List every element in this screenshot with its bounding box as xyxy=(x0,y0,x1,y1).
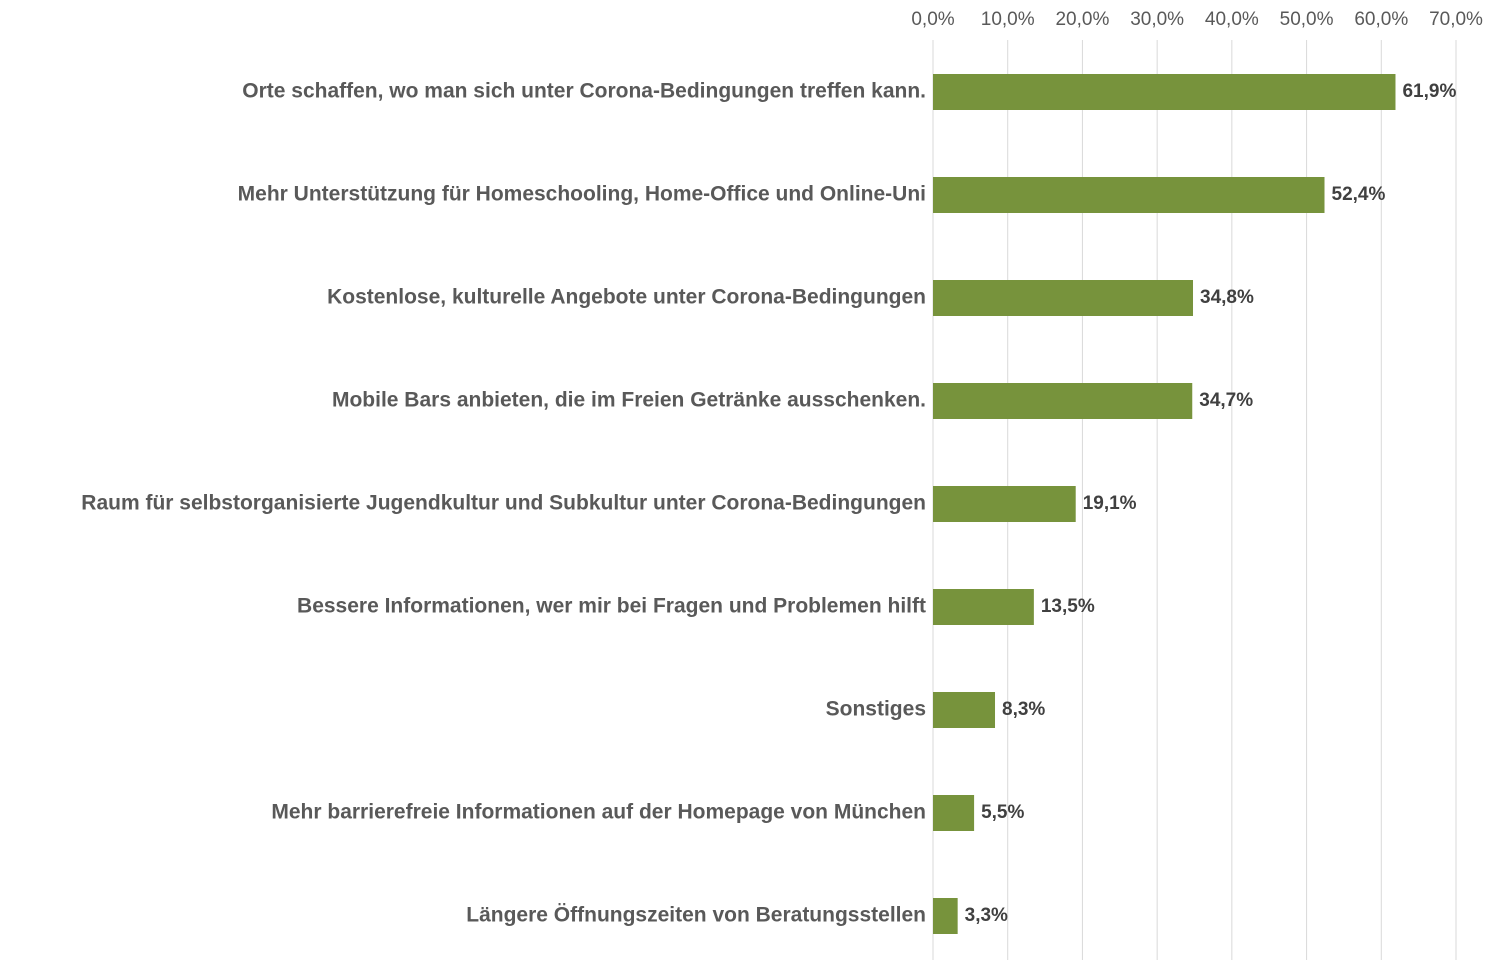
data-label: 5,5% xyxy=(981,802,1024,823)
x-tick-label: 10,0% xyxy=(981,9,1035,30)
bar xyxy=(933,898,958,934)
data-label: 34,8% xyxy=(1200,287,1254,308)
data-label: 3,3% xyxy=(965,905,1008,926)
category-label: Mobile Bars anbieten, die im Freien Getr… xyxy=(332,389,926,412)
bar xyxy=(933,692,996,728)
category-label: Kostenlose, kulturelle Angebote unter Co… xyxy=(327,286,926,309)
data-label: 13,5% xyxy=(1041,596,1095,617)
data-label: 52,4% xyxy=(1332,184,1386,205)
bar xyxy=(933,486,1076,522)
data-label: 19,1% xyxy=(1083,493,1137,514)
category-label: Mehr Unterstützung für Homeschooling, Ho… xyxy=(238,183,926,206)
bar xyxy=(933,589,1034,625)
bar xyxy=(933,74,1396,110)
bar xyxy=(933,795,975,831)
bar xyxy=(933,177,1325,213)
bar xyxy=(933,280,1194,316)
category-label: Mehr barrierefreie Informationen auf der… xyxy=(271,801,926,824)
x-tick-label: 70,0% xyxy=(1429,9,1483,30)
x-tick-label: 50,0% xyxy=(1280,9,1334,30)
category-label: Bessere Informationen, wer mir bei Frage… xyxy=(297,595,926,618)
category-label: Längere Öffnungszeiten von Beratungsstel… xyxy=(466,904,926,927)
bar xyxy=(933,383,1193,419)
data-label: 8,3% xyxy=(1002,699,1045,720)
x-tick-label: 60,0% xyxy=(1354,9,1408,30)
x-tick-label: 30,0% xyxy=(1130,9,1184,30)
category-label: Sonstiges xyxy=(826,698,926,721)
data-label: 61,9% xyxy=(1402,81,1456,102)
category-label: Orte schaffen, wo man sich unter Corona-… xyxy=(242,80,926,103)
x-tick-label: 0,0% xyxy=(911,9,954,30)
category-label: Raum für selbstorganisierte Jugendkultur… xyxy=(81,492,926,515)
x-tick-label: 40,0% xyxy=(1205,9,1259,30)
data-label: 34,7% xyxy=(1199,390,1253,411)
x-tick-label: 20,0% xyxy=(1055,9,1109,30)
